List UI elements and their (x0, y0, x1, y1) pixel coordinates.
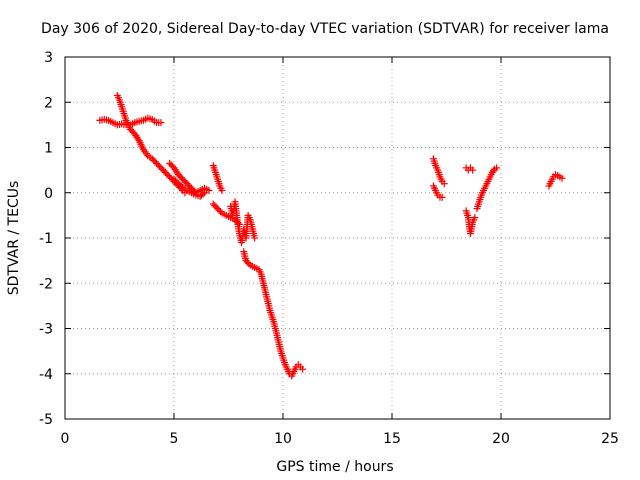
x-tick-label: 5 (170, 431, 179, 447)
data-point (157, 119, 165, 127)
data-point (471, 214, 479, 222)
x-tick-label: 20 (492, 431, 510, 447)
data-points (96, 91, 566, 380)
y-tick-label: -2 (39, 276, 53, 292)
x-tick-label: 10 (274, 431, 292, 447)
y-tick-label: -5 (39, 412, 53, 428)
data-point (493, 164, 501, 172)
data-point (558, 174, 566, 182)
y-tick-label: -4 (39, 367, 53, 383)
y-tick-label: 0 (44, 186, 53, 202)
data-point (205, 186, 213, 194)
x-tick-label: 25 (601, 431, 619, 447)
y-tick-label: -1 (39, 231, 53, 247)
chart-title: Day 306 of 2020, Sidereal Day-to-day VTE… (41, 21, 609, 37)
x-axis-label: GPS time / hours (276, 459, 393, 475)
data-point (245, 260, 253, 268)
data-point (438, 193, 446, 201)
data-point (134, 135, 142, 143)
y-tick-label: 3 (44, 50, 53, 66)
data-point (199, 190, 207, 198)
data-point (299, 365, 307, 373)
y-tick-labels: 3 2 1 0 -1 -2 -3 -4 -5 (39, 50, 53, 428)
x-tick-labels: 0 5 10 15 20 25 (61, 431, 619, 447)
data-point (251, 234, 259, 242)
y-axis-label: SDTVAR / TECUs (6, 181, 22, 296)
data-point (218, 186, 226, 194)
data-point (217, 208, 225, 216)
data-point (177, 182, 185, 190)
x-tick-label: 15 (383, 431, 401, 447)
y-tick-label: 1 (44, 141, 53, 157)
y-tick-label: 2 (44, 95, 53, 111)
x-tick-label: 0 (61, 431, 70, 447)
plot-frame (64, 56, 611, 420)
data-point (489, 167, 497, 175)
grid-lines (65, 57, 610, 419)
data-point (440, 180, 448, 188)
y-tick-label: -3 (39, 322, 53, 338)
data-point (469, 166, 477, 174)
data-point (201, 189, 209, 197)
